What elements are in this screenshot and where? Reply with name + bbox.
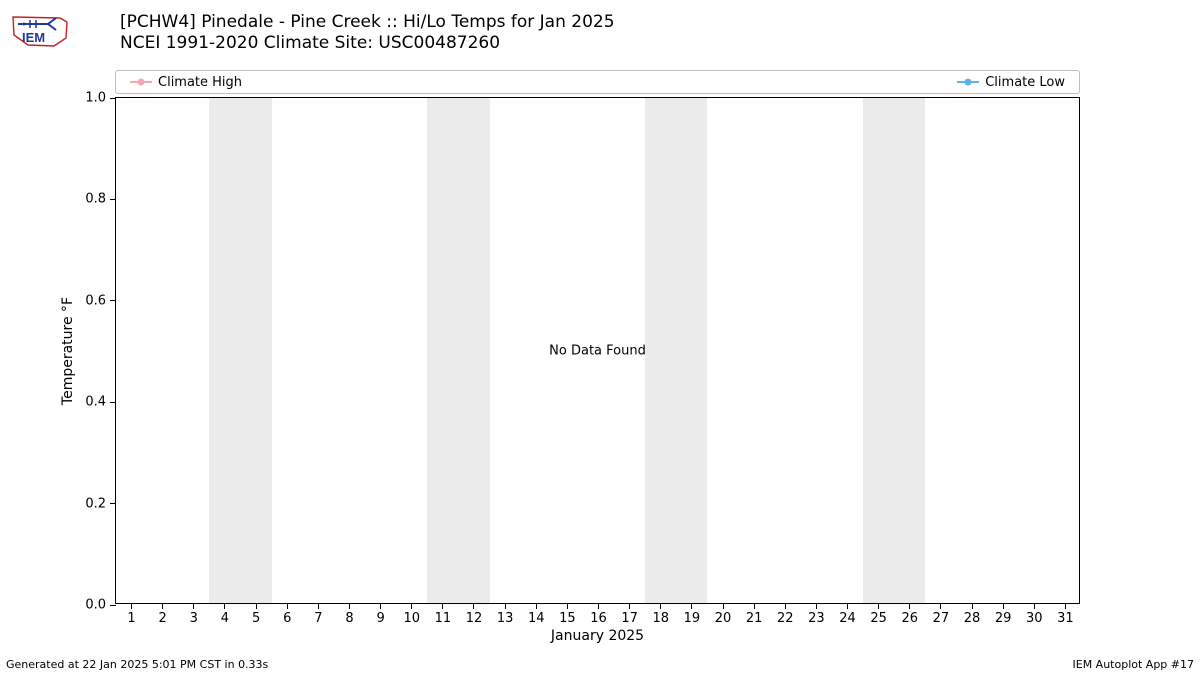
ytick-mark (110, 98, 116, 99)
footer-app: IEM Autoplot App #17 (1073, 658, 1195, 671)
legend-item-low: Climate Low (957, 75, 1065, 90)
ytick-mark (110, 402, 116, 403)
xtick-mark (1065, 603, 1066, 609)
xtick-mark (1034, 603, 1035, 609)
legend-label-low: Climate Low (985, 75, 1065, 90)
xtick-mark (598, 603, 599, 609)
xtick-mark (287, 603, 288, 609)
xtick-mark (162, 603, 163, 609)
xtick-mark (256, 603, 257, 609)
ytick-label: 0.8 (85, 192, 106, 207)
xtick-label: 8 (345, 611, 353, 626)
xtick-mark (1003, 603, 1004, 609)
y-axis-label: Temperature °F (58, 97, 78, 604)
title-line-2: NCEI 1991-2020 Climate Site: USC00487260 (120, 33, 615, 54)
xtick-mark (723, 603, 724, 609)
xtick-mark (940, 603, 941, 609)
iem-logo: IEM (10, 10, 70, 50)
xtick-mark (536, 603, 537, 609)
ytick-mark (110, 503, 116, 504)
xtick-mark (380, 603, 381, 609)
xtick-label: 13 (497, 611, 514, 626)
xtick-label: 6 (283, 611, 291, 626)
footer-generated: Generated at 22 Jan 2025 5:01 PM CST in … (6, 658, 268, 671)
xtick-label: 2 (159, 611, 167, 626)
xtick-label: 23 (808, 611, 825, 626)
xtick-label: 31 (1057, 611, 1074, 626)
xtick-label: 9 (376, 611, 384, 626)
legend-item-high: Climate High (130, 75, 242, 90)
xtick-mark (909, 603, 910, 609)
x-axis-label: January 2025 (115, 628, 1080, 644)
svg-text:IEM: IEM (22, 30, 45, 45)
ytick-mark (110, 199, 116, 200)
legend-label-high: Climate High (158, 75, 242, 90)
legend: Climate High Climate Low (115, 70, 1080, 94)
xtick-mark (816, 603, 817, 609)
xtick-label: 19 (684, 611, 701, 626)
xtick-mark (972, 603, 973, 609)
xtick-mark (629, 603, 630, 609)
ytick-label: 1.0 (85, 91, 106, 106)
xtick-mark (193, 603, 194, 609)
ytick-mark (110, 605, 116, 606)
xtick-label: 21 (746, 611, 763, 626)
xtick-label: 28 (964, 611, 981, 626)
ytick-label: 0.0 (85, 598, 106, 613)
xtick-mark (785, 603, 786, 609)
title-line-1: [PCHW4] Pinedale - Pine Creek :: Hi/Lo T… (120, 12, 615, 33)
xtick-label: 30 (1026, 611, 1043, 626)
xtick-mark (473, 603, 474, 609)
xtick-label: 18 (652, 611, 669, 626)
xtick-label: 22 (777, 611, 794, 626)
xtick-mark (442, 603, 443, 609)
ytick-label: 0.2 (85, 496, 106, 511)
xtick-mark (318, 603, 319, 609)
xtick-label: 27 (933, 611, 950, 626)
xtick-mark (691, 603, 692, 609)
xtick-mark (131, 603, 132, 609)
weekend-band (427, 98, 489, 603)
xtick-label: 17 (621, 611, 638, 626)
ytick-label: 0.4 (85, 395, 106, 410)
xtick-label: 24 (839, 611, 856, 626)
no-data-message: No Data Found (549, 343, 646, 358)
plot-area: No Data Found 0.00.20.40.60.81.012345678… (115, 97, 1080, 604)
xtick-label: 16 (590, 611, 607, 626)
xtick-label: 10 (403, 611, 420, 626)
xtick-label: 20 (715, 611, 732, 626)
chart-title: [PCHW4] Pinedale - Pine Creek :: Hi/Lo T… (120, 12, 615, 55)
xtick-label: 15 (559, 611, 576, 626)
xtick-mark (411, 603, 412, 609)
ytick-label: 0.6 (85, 293, 106, 308)
weekend-band (209, 98, 271, 603)
legend-swatch-low (957, 81, 979, 83)
xtick-mark (567, 603, 568, 609)
xtick-label: 5 (252, 611, 260, 626)
xtick-mark (878, 603, 879, 609)
xtick-label: 3 (190, 611, 198, 626)
legend-swatch-high (130, 81, 152, 83)
xtick-label: 25 (870, 611, 887, 626)
xtick-label: 26 (902, 611, 919, 626)
xtick-mark (224, 603, 225, 609)
weekend-band (645, 98, 707, 603)
xtick-mark (660, 603, 661, 609)
xtick-label: 12 (466, 611, 483, 626)
xtick-label: 4 (221, 611, 229, 626)
xtick-label: 7 (314, 611, 322, 626)
xtick-label: 29 (995, 611, 1012, 626)
xtick-label: 11 (435, 611, 452, 626)
xtick-mark (754, 603, 755, 609)
xtick-mark (847, 603, 848, 609)
weekend-band (863, 98, 925, 603)
xtick-mark (505, 603, 506, 609)
xtick-label: 14 (528, 611, 545, 626)
xtick-mark (349, 603, 350, 609)
xtick-label: 1 (127, 611, 135, 626)
ytick-mark (110, 300, 116, 301)
